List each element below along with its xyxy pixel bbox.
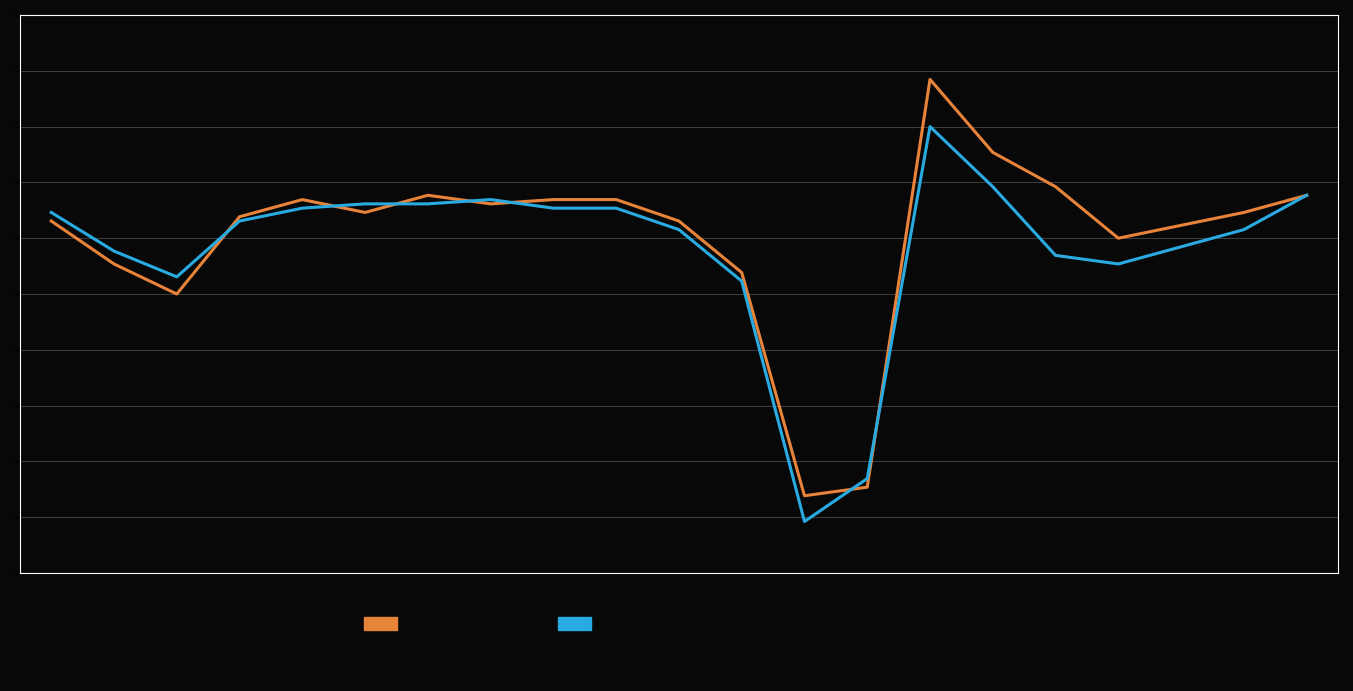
- Legend: , : ,: [357, 611, 605, 638]
